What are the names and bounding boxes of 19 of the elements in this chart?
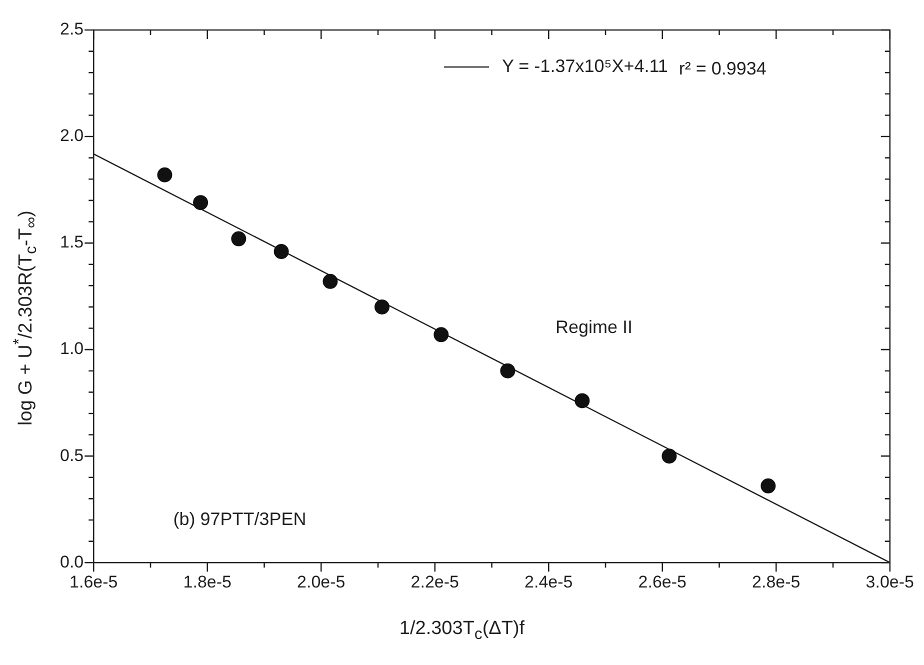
annotation: (b) 97PTT/3PEN <box>173 508 306 529</box>
y-tick-label: 2.0 <box>60 126 84 146</box>
x-axis-title: 1/2.303T$_{c}$(ΔT)f <box>398 618 526 644</box>
annotation: Regime II <box>555 317 632 338</box>
y-tick-label: 2.5 <box>60 20 84 39</box>
y-tick-label: 1.0 <box>60 339 84 358</box>
x-tick-label: 2.6e-5 <box>638 572 686 592</box>
annotation: r² = 0.9934 <box>678 58 766 78</box>
legend-label: Y = -1.37x10⁵X+4.11 <box>502 56 668 76</box>
x-tick-label: 1.8e-5 <box>183 572 232 592</box>
x-tick-label: 2.2e-5 <box>410 572 459 592</box>
x-tick-label: 3.0e-5 <box>866 572 914 592</box>
x-tick-label: 2.4e-5 <box>524 572 573 592</box>
y-tick-label: 0.5 <box>60 446 84 465</box>
x-tick-label: 1.6e-5 <box>70 572 118 592</box>
x-tick-label: 2.8e-5 <box>752 572 800 592</box>
y-tick-label: 1.5 <box>60 232 84 252</box>
y-tick-label: 0.0 <box>60 552 84 572</box>
x-tick-label: 2.0e-5 <box>297 572 346 592</box>
